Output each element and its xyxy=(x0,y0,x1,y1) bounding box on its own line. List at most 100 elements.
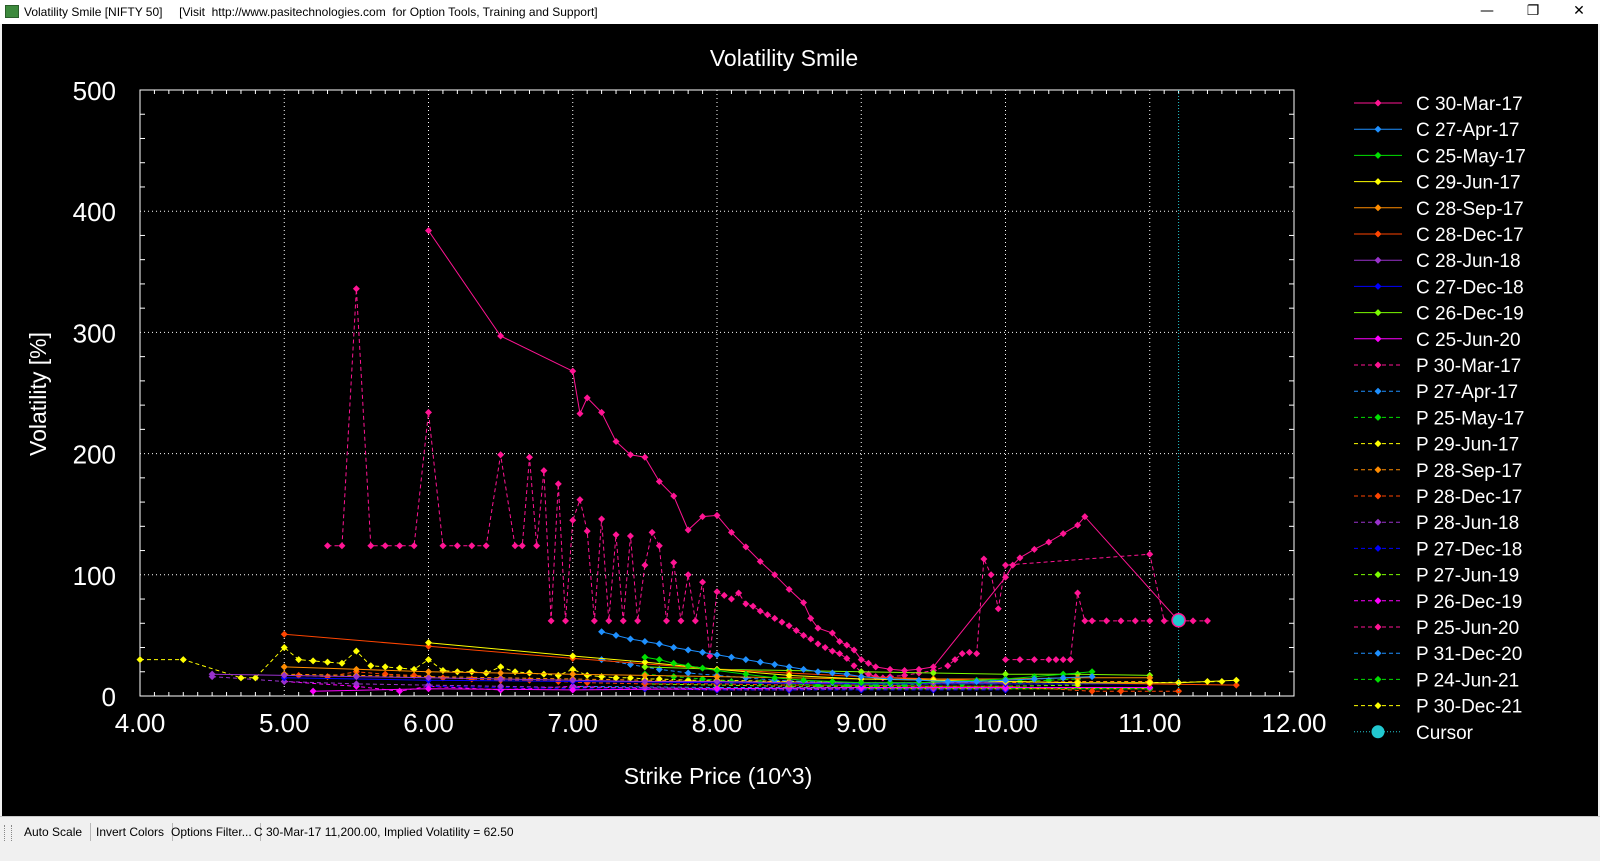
data-point xyxy=(814,640,822,648)
minimize-button[interactable]: — xyxy=(1480,3,1494,19)
legend-label: C 27-Dec-18 xyxy=(1416,277,1524,298)
data-point xyxy=(756,658,764,666)
series-line xyxy=(1005,592,1150,661)
data-point xyxy=(280,663,288,671)
legend-item: C 27-Apr-17 xyxy=(1354,120,1520,141)
toolbar-grip xyxy=(4,825,12,841)
data-point xyxy=(677,617,685,625)
data-point xyxy=(713,677,721,685)
series-p-30-mar-17 xyxy=(324,285,1211,682)
data-point xyxy=(727,595,735,603)
data-point xyxy=(251,674,259,682)
data-point xyxy=(425,642,432,650)
data-point xyxy=(828,669,836,677)
data-point xyxy=(1102,617,1110,625)
data-point xyxy=(1131,617,1139,625)
legend-swatch-marker xyxy=(1374,675,1382,683)
data-point xyxy=(1203,617,1211,625)
legend-label: Cursor xyxy=(1416,723,1474,744)
legend-item: P 24-Jun-21 xyxy=(1354,670,1519,691)
series-line xyxy=(140,646,1222,685)
data-point xyxy=(1002,561,1009,569)
data-point xyxy=(518,542,526,550)
data-point xyxy=(641,637,649,645)
data-point xyxy=(425,685,432,693)
data-point xyxy=(1002,656,1009,664)
legend-label: P 26-Dec-19 xyxy=(1416,592,1522,613)
y-tick-label: 300 xyxy=(73,318,116,348)
cursor-layer xyxy=(1171,90,1186,696)
x-tick-label: 4.00 xyxy=(115,708,166,738)
data-point xyxy=(828,677,836,685)
legend-item: P 29-Jun-17 xyxy=(1354,435,1519,456)
data-point xyxy=(1088,687,1096,695)
legend-item: P 27-Jun-19 xyxy=(1354,566,1519,587)
data-point xyxy=(901,671,909,679)
legend-item: C 28-Jun-18 xyxy=(1354,251,1521,272)
legend-item: P 31-Dec-20 xyxy=(1354,644,1522,665)
legend-label: P 25-May-17 xyxy=(1416,408,1524,429)
data-point xyxy=(309,687,317,695)
plot-frame xyxy=(139,89,1295,697)
invert-colors-button[interactable]: Invert Colors xyxy=(88,823,174,841)
cursor-marker[interactable] xyxy=(1171,613,1186,628)
y-tick-label: 400 xyxy=(73,197,116,227)
data-point xyxy=(1030,656,1038,664)
data-point xyxy=(1045,538,1053,546)
legend-label: C 29-Jun-17 xyxy=(1416,173,1521,194)
legend-item: C 26-Dec-19 xyxy=(1354,304,1524,325)
legend-swatch-marker xyxy=(1374,204,1382,212)
x-tick-label: 8.00 xyxy=(692,708,743,738)
data-point xyxy=(713,673,721,681)
legend-swatch-marker xyxy=(1374,571,1382,579)
data-point xyxy=(944,677,952,685)
data-point xyxy=(771,571,779,579)
data-point xyxy=(605,617,613,625)
data-point xyxy=(1218,677,1226,685)
data-point xyxy=(641,677,649,685)
options-filter-button[interactable]: Options Filter... xyxy=(163,823,261,841)
data-point xyxy=(742,674,750,682)
series-c-29-jun-17 xyxy=(425,639,1240,687)
data-point xyxy=(280,630,288,638)
data-point xyxy=(973,677,981,685)
legend-label: P 24-Jun-21 xyxy=(1416,670,1519,691)
data-point xyxy=(792,627,800,635)
data-point xyxy=(280,677,288,685)
auto-scale-button[interactable]: Auto Scale xyxy=(16,823,92,841)
data-point xyxy=(684,669,692,677)
legend-swatch-marker xyxy=(1374,178,1382,186)
legend-item: P 30-Dec-21 xyxy=(1354,697,1522,718)
legend-swatch-marker xyxy=(1374,702,1382,710)
app-icon xyxy=(5,5,19,18)
legend-label: P 30-Mar-17 xyxy=(1416,356,1521,377)
legend-swatch-marker xyxy=(1374,623,1382,631)
data-point xyxy=(583,394,591,402)
data-point xyxy=(843,654,851,662)
data-point xyxy=(1002,684,1009,692)
data-point xyxy=(381,663,389,671)
legend-item: C 30-Mar-17 xyxy=(1354,94,1523,115)
data-point xyxy=(569,665,577,673)
restore-button[interactable]: ❐ xyxy=(1526,3,1540,19)
data-point xyxy=(1059,656,1067,664)
volatility-chart[interactable]: Volatility Smile Strike Price (10^3) Vol… xyxy=(2,24,1598,830)
close-button[interactable]: ✕ xyxy=(1573,3,1585,19)
series-c-25-jun-20 xyxy=(309,684,1154,695)
data-point xyxy=(554,480,562,488)
data-point xyxy=(612,631,620,639)
chart-area[interactable]: Volatility Smile Strike Price (10^3) Vol… xyxy=(2,24,1598,830)
y-tick-label: 500 xyxy=(73,76,116,106)
legend-swatch-marker xyxy=(1374,518,1382,526)
data-point xyxy=(1088,673,1096,681)
data-point xyxy=(1059,670,1067,678)
legend-swatch-marker xyxy=(1374,649,1382,657)
data-point xyxy=(713,511,721,519)
data-point xyxy=(850,662,858,670)
legend-swatch-marker xyxy=(1374,440,1382,448)
data-point xyxy=(540,467,548,475)
data-point xyxy=(836,637,844,645)
data-point xyxy=(800,665,808,673)
legend-swatch-marker xyxy=(1374,413,1382,421)
data-point xyxy=(1059,674,1067,682)
